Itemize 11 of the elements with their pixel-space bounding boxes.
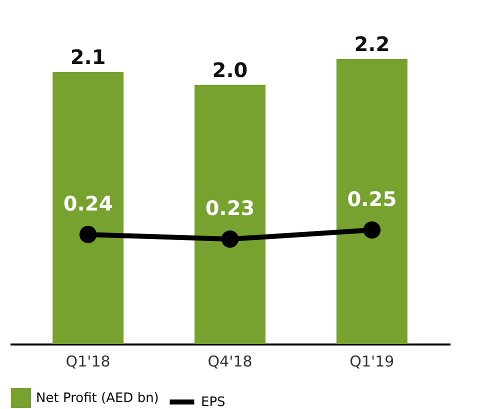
x-tick-label: Q1'19 [350,352,394,370]
x-tick-label: Q1'18 [66,352,110,370]
legend-label: Net Profit (AED bn) [36,391,159,406]
x-tick-label: Q4'18 [208,352,252,370]
data-label: 2.2 [354,32,390,56]
data-label: 0.23 [205,196,255,220]
data-label: 2.0 [212,58,248,82]
data-label: 2.1 [70,44,106,69]
data-label: 0.25 [347,187,397,211]
data-label: 0.24 [63,192,113,216]
legend-label: EPS [201,395,226,409]
